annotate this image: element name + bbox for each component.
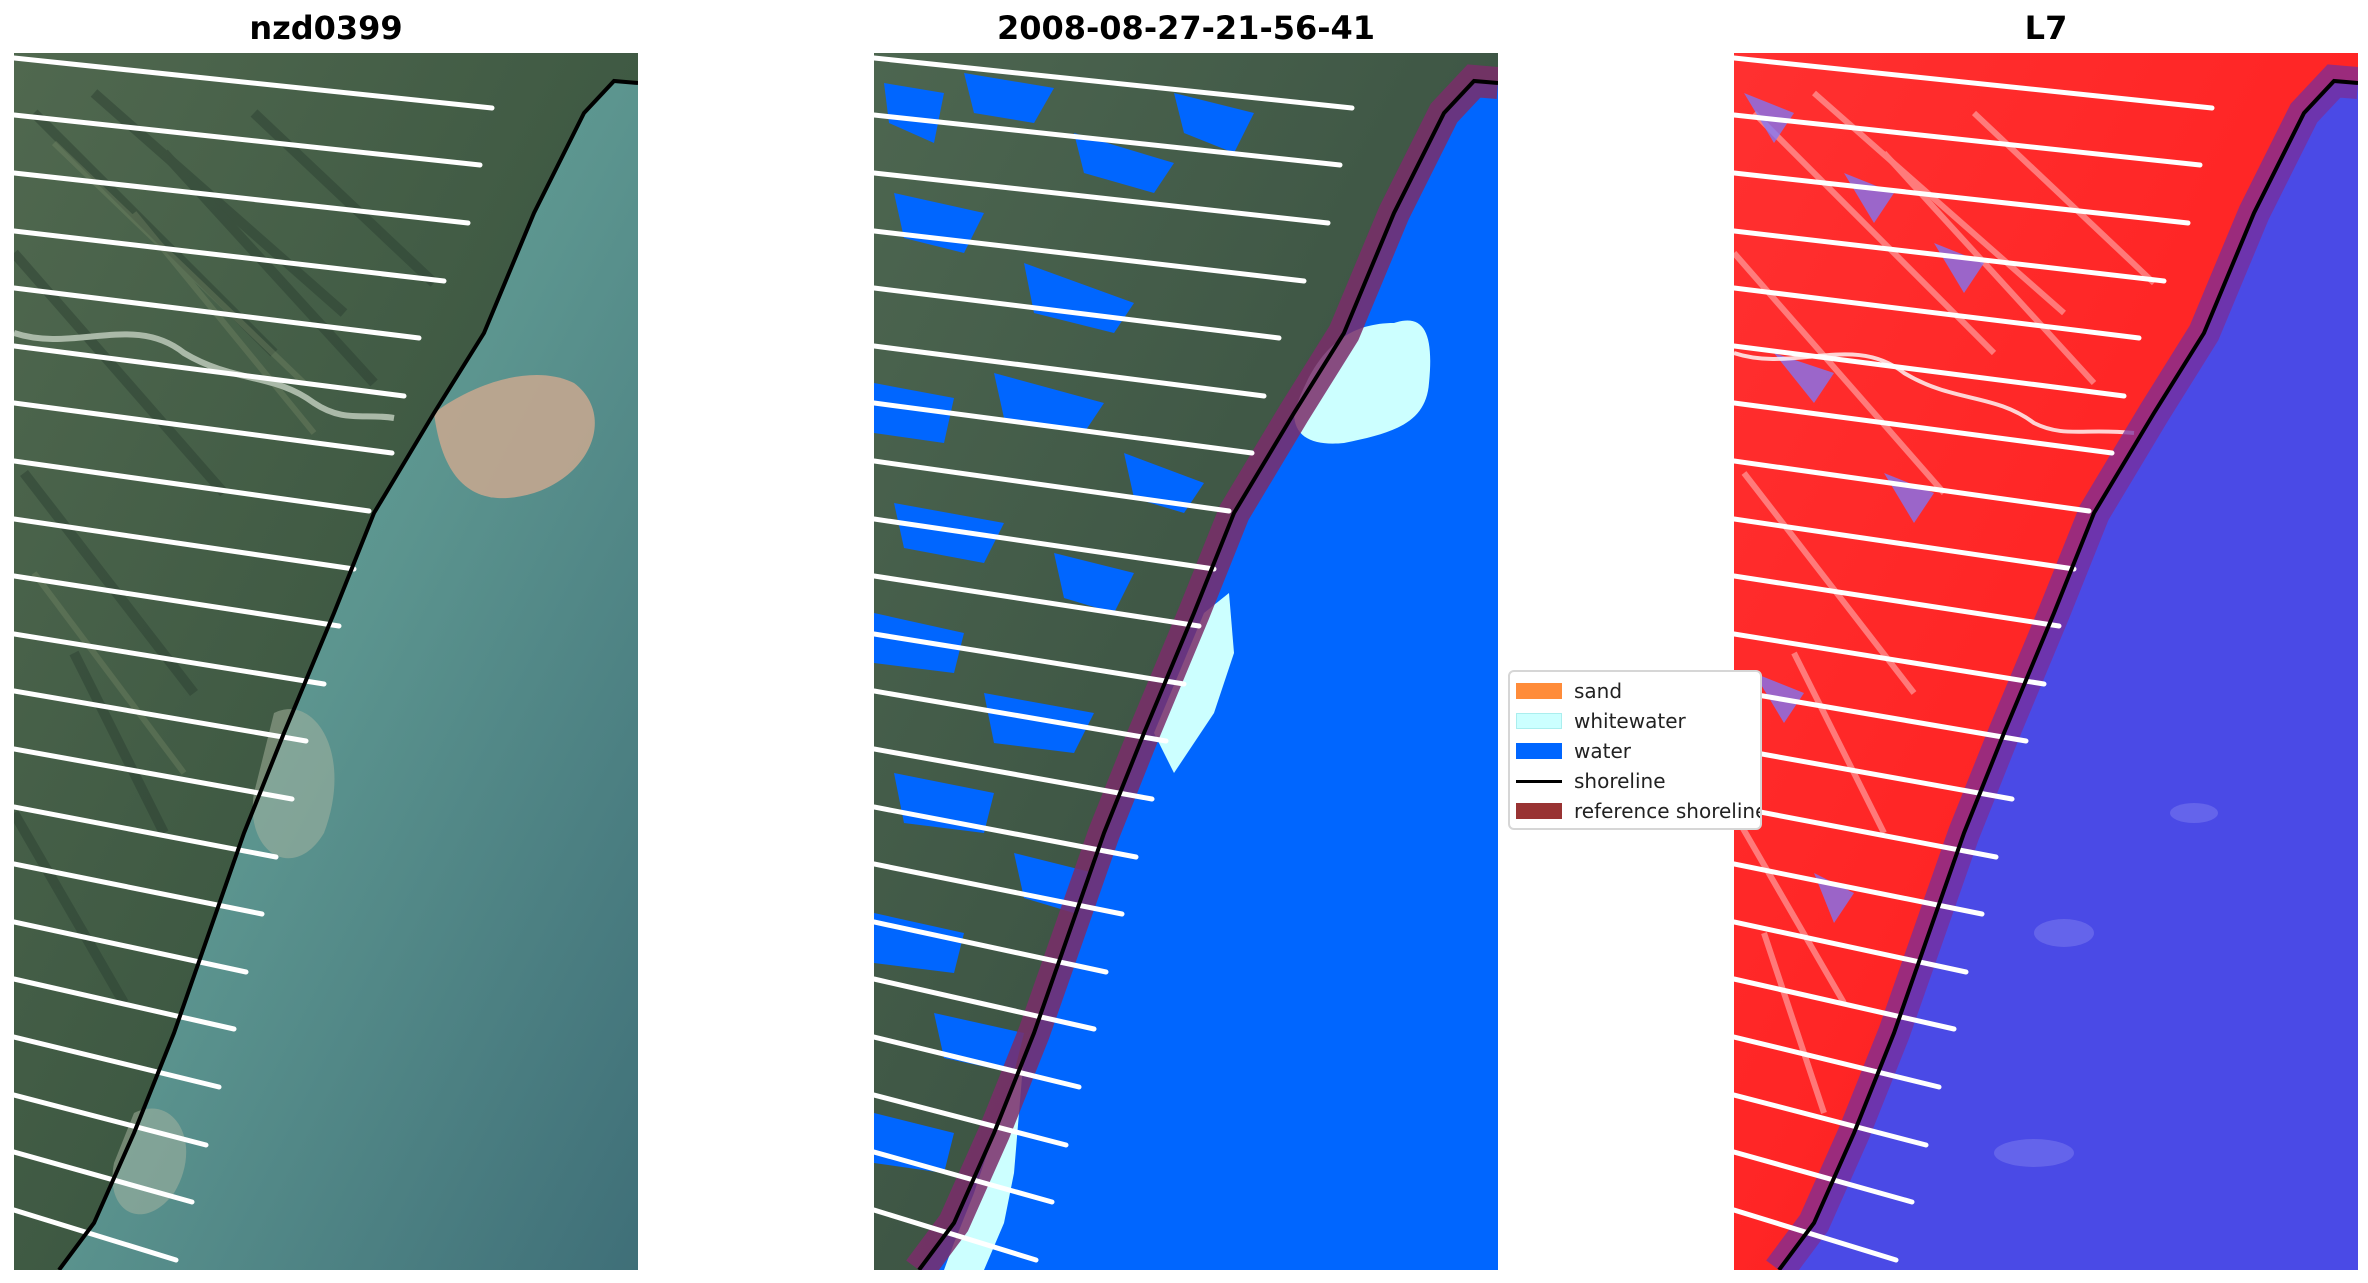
legend-swatch-water bbox=[1516, 743, 1562, 759]
transect-lines bbox=[874, 55, 1355, 1263]
legend-label-reference-shoreline: reference shoreline bbox=[1574, 799, 1762, 823]
panel-title-classification: 2008-08-27-21-56-41 bbox=[996, 9, 1376, 47]
index-image bbox=[1734, 53, 2358, 1270]
legend-swatch-whitewater bbox=[1516, 713, 1562, 729]
legend-item-reference-shoreline: reference shoreline bbox=[1510, 797, 1762, 823]
legend-item-water: water bbox=[1510, 737, 1760, 763]
legend-swatch-reference-shoreline bbox=[1516, 803, 1562, 819]
panel-title-index: L7 bbox=[2024, 9, 2068, 47]
shoreline bbox=[917, 78, 1498, 1270]
legend-label-sand: sand bbox=[1574, 679, 1623, 703]
legend-label-whitewater: whitewater bbox=[1574, 709, 1686, 733]
shoreline bbox=[1777, 78, 2358, 1270]
panel-title-rgb: nzd0399 bbox=[249, 9, 403, 47]
legend: sand whitewater water shoreline referenc… bbox=[1508, 670, 1762, 830]
legend-label-water: water bbox=[1574, 739, 1631, 763]
shoreline bbox=[57, 78, 638, 1270]
legend-swatch-sand bbox=[1516, 683, 1562, 699]
satellite-rgb-image bbox=[14, 53, 638, 1270]
legend-line-shoreline bbox=[1516, 780, 1562, 783]
legend-item-sand: sand bbox=[1510, 677, 1760, 703]
legend-item-whitewater: whitewater bbox=[1510, 707, 1760, 733]
legend-label-shoreline: shoreline bbox=[1574, 769, 1666, 793]
classified-image bbox=[874, 53, 1498, 1270]
transect-lines bbox=[1734, 55, 2215, 1263]
transect-lines bbox=[14, 55, 495, 1263]
legend-item-shoreline: shoreline bbox=[1510, 767, 1760, 793]
